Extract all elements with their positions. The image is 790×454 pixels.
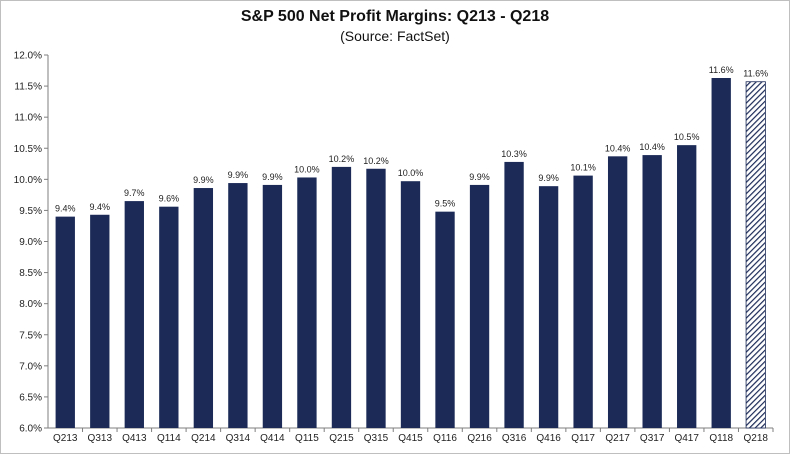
x-tick-label: Q416 xyxy=(536,433,561,444)
x-tick-label: Q115 xyxy=(295,433,319,444)
x-tick-label: Q415 xyxy=(398,433,423,444)
y-tick-label: 6.0% xyxy=(19,424,42,435)
data-label: 10.2% xyxy=(329,154,355,164)
bars-group xyxy=(55,78,766,429)
x-tick-label: Q218 xyxy=(744,433,769,444)
data-label: 9.4% xyxy=(90,202,111,212)
bar xyxy=(159,206,179,428)
data-label: 9.9% xyxy=(538,173,559,183)
x-tick-label: Q116 xyxy=(433,433,457,444)
data-label: 11.6% xyxy=(709,65,734,75)
data-label: 10.0% xyxy=(398,168,424,178)
bar xyxy=(573,175,593,428)
data-label: 10.2% xyxy=(363,156,389,166)
bar xyxy=(331,166,352,428)
bar xyxy=(366,168,386,428)
x-tick-label: Q417 xyxy=(674,433,699,444)
data-label: 9.6% xyxy=(159,194,180,204)
x-tick-label: Q316 xyxy=(502,433,527,444)
x-tick-label: Q213 xyxy=(53,433,78,444)
y-tick-label: 8.0% xyxy=(19,299,42,310)
data-label: 11.6% xyxy=(743,69,768,79)
data-label: 10.1% xyxy=(570,163,596,173)
x-tick-label: Q317 xyxy=(640,433,665,444)
x-tick-label: Q216 xyxy=(467,433,492,444)
y-tick-label: 12.0% xyxy=(14,51,42,62)
bar xyxy=(607,156,628,428)
bar-estimate xyxy=(745,81,766,429)
data-label: 9.9% xyxy=(469,172,490,182)
bar xyxy=(711,78,731,429)
bar xyxy=(400,181,421,428)
bar xyxy=(469,184,490,428)
x-tick-label: Q313 xyxy=(88,433,113,444)
bar xyxy=(228,183,248,428)
x-tick-label: Q117 xyxy=(571,433,595,444)
y-tick-label: 11.5% xyxy=(14,82,42,93)
x-axis: Q213 Q313 Q413 Q114 Q214 Q314 Q414 Q115 Q215 Q315… xyxy=(48,427,774,444)
data-label: 9.9% xyxy=(228,170,249,180)
x-tick-label: Q118 xyxy=(709,433,733,444)
bar xyxy=(297,177,317,428)
data-label: 9.5% xyxy=(435,199,456,209)
bar xyxy=(262,184,283,428)
y-tick-label: 10.5% xyxy=(14,144,42,155)
x-tick-label: Q214 xyxy=(191,433,216,444)
y-tick-label: 6.5% xyxy=(19,392,42,403)
x-tick-label: Q413 xyxy=(122,433,147,444)
bar xyxy=(677,145,697,428)
data-label: 9.7% xyxy=(124,188,145,198)
data-label: 10.0% xyxy=(294,164,320,174)
bar xyxy=(193,188,214,428)
data-label: 10.4% xyxy=(639,142,665,152)
x-tick-label: Q114 xyxy=(157,433,181,444)
data-label: 9.9% xyxy=(193,175,214,185)
x-tick-label: Q414 xyxy=(260,433,285,444)
y-axis: 6.0% 6.5% 7.0% 7.5% 8.0% 8.5% 9.0% 9.5% 10.0% 10.… xyxy=(14,51,49,435)
chart-title: S&P 500 Net Profit Margins: Q213 - Q218 xyxy=(240,8,550,25)
y-tick-label: 8.5% xyxy=(19,268,42,279)
y-tick-label: 9.0% xyxy=(19,237,42,248)
x-tick-label: Q315 xyxy=(364,433,389,444)
y-tick-label: 7.5% xyxy=(19,330,42,341)
y-tick-label: 9.5% xyxy=(19,206,42,217)
bar xyxy=(642,155,662,429)
data-label: 10.4% xyxy=(605,143,631,153)
y-tick-label: 11.0% xyxy=(14,113,42,124)
bar xyxy=(124,201,144,428)
bar xyxy=(55,216,75,428)
chart-subtitle: (Source: FactSet) xyxy=(340,28,450,44)
y-tick-label: 7.0% xyxy=(19,361,42,372)
data-label: 9.4% xyxy=(55,204,76,214)
data-labels-group: 9.4% 9.4% 9.7% 9.6% 9.9% 9.9% 9.9% 10.0% 10.2% 10… xyxy=(55,65,768,214)
y-tick-label: 10.0% xyxy=(14,175,42,186)
bar xyxy=(90,214,110,428)
data-label: 9.9% xyxy=(262,172,283,182)
data-label: 10.3% xyxy=(501,149,527,159)
bar xyxy=(504,161,524,428)
bar xyxy=(435,211,455,428)
x-tick-label: Q217 xyxy=(605,433,630,444)
x-tick-label: Q314 xyxy=(226,433,251,444)
data-label: 10.5% xyxy=(674,132,700,142)
bar xyxy=(538,186,559,428)
x-tick-label: Q215 xyxy=(329,433,354,444)
